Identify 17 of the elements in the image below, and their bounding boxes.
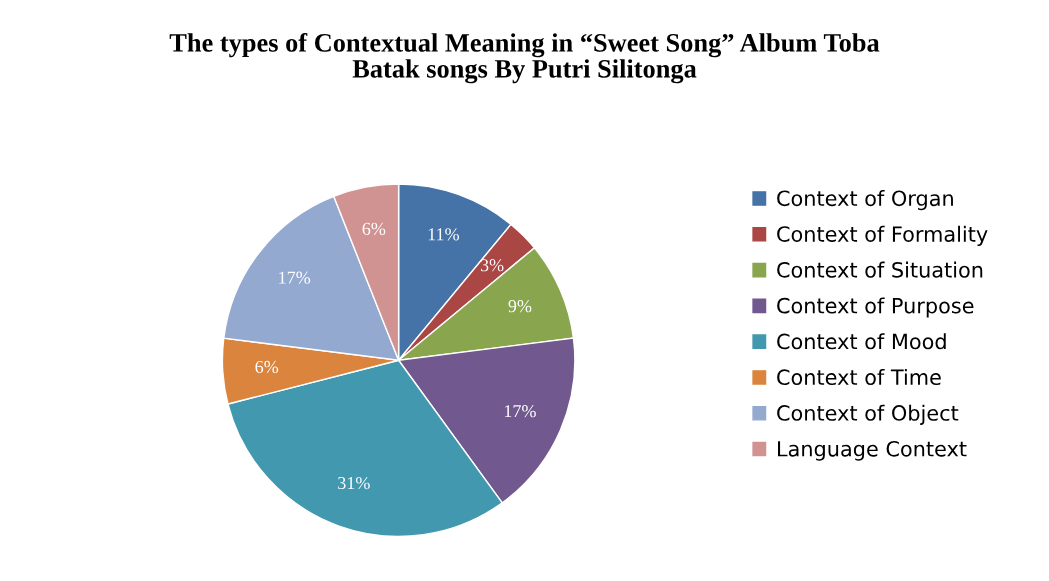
legend-label: Language Context	[778, 440, 967, 461]
data-label: 6%	[362, 222, 386, 235]
legend-label: Context of Organ	[777, 190, 953, 211]
data-label: 17%	[504, 405, 536, 418]
legend-label: Context of Purpose	[777, 297, 974, 318]
data-label: 31%	[338, 476, 370, 490]
legend-label: Context of Object	[777, 404, 959, 425]
chart-title: The types of Contextual Meaning in “Sweet Song” Album Toba Batak songs By Putri Silitonga	[169, 32, 880, 84]
data-label: 17%	[279, 271, 311, 284]
data-label: 3%	[480, 259, 504, 272]
data-label: 6%	[255, 360, 279, 374]
legend-label: Context of Time	[777, 368, 941, 386]
data-label: 9%	[508, 300, 532, 313]
legend-label: Context of Mood	[777, 333, 946, 350]
legend-label: Context of Situation	[777, 261, 983, 278]
legend-label: Context of Formality	[777, 225, 988, 246]
data-label: 11%	[428, 228, 459, 241]
